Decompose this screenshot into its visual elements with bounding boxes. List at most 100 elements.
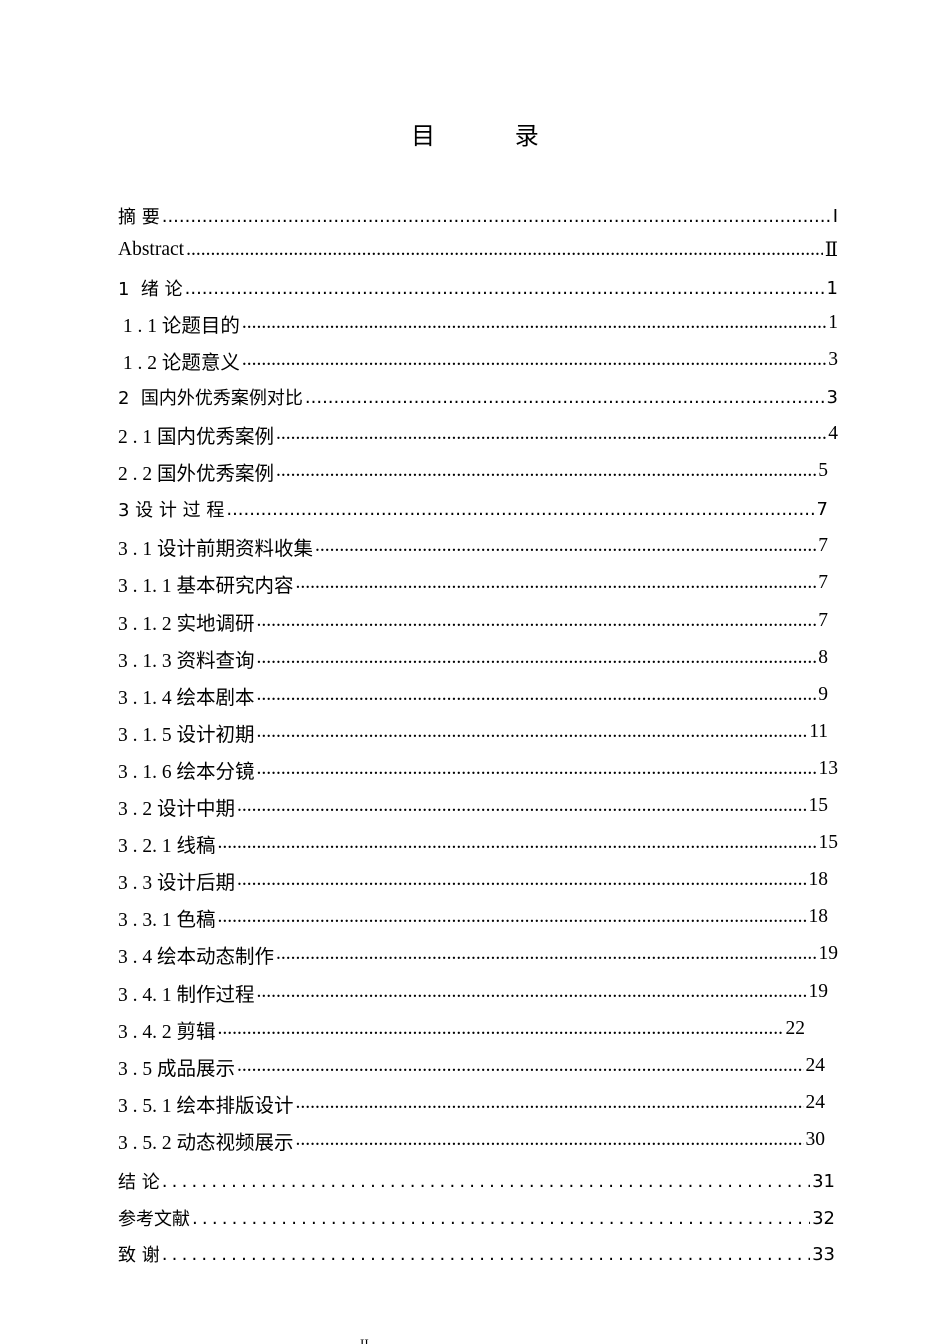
toc-entry-title: 3 . 1. 4 绘本剧本 <box>118 687 255 709</box>
leader-dots: ........................................… <box>237 1055 803 1076</box>
leader-dots: ........................................… <box>217 906 807 927</box>
toc-entry[interactable]: 3 . 1. 1 基本研究内容.........................… <box>118 568 828 598</box>
page-number: II <box>360 1336 369 1344</box>
toc-entry-title: 3 . 2 设计中期 <box>118 798 236 820</box>
toc-entry[interactable]: 2 . 1 国内优秀案例............................… <box>118 419 838 449</box>
toc-entry[interactable]: 3 . 3. 1 色稿.............................… <box>118 902 828 932</box>
toc-entry[interactable]: 3 . 2 设计中期..............................… <box>118 791 828 821</box>
toc-entry-title: 3 . 1. 5 设计初期 <box>118 724 255 746</box>
toc-entry-title: 参考文献 <box>118 1209 190 1230</box>
toc-entry-page: 7 <box>818 535 828 556</box>
toc-entry[interactable]: 2 国内外优秀案例对比.............................… <box>118 382 838 412</box>
toc-entry-page: Ⅱ <box>824 240 838 261</box>
toc-entry-title: 3 设 计 过 程 <box>118 500 225 521</box>
toc-entry-title: 1 绪 论 <box>118 279 183 300</box>
toc-entry-title: 结 论 <box>118 1172 160 1193</box>
toc-entry[interactable]: 3 . 5 成品展示..............................… <box>118 1051 825 1081</box>
leader-dots: ........................................… <box>295 572 817 593</box>
toc-entry-title: 3 . 1. 2 实地调研 <box>118 613 255 635</box>
toc-entry-title: 致 谢 <box>118 1245 160 1266</box>
toc-entry-page: 9 <box>818 684 828 705</box>
leader-dots: ........................................… <box>237 795 806 816</box>
toc-entry-page: 15 <box>808 795 829 816</box>
toc-entry[interactable]: 1 . 2 论题意义..............................… <box>118 345 838 375</box>
leader-dots: ........................................… <box>161 1170 810 1192</box>
toc-entry[interactable]: 1 绪 论...................................… <box>118 273 838 303</box>
toc-entry[interactable]: Abstract................................… <box>118 235 838 265</box>
toc-entry[interactable]: 3 . 1. 2 实地调研...........................… <box>118 606 828 636</box>
leader-dots: ........................................… <box>226 498 814 520</box>
toc-entry-title: 2 国内外优秀案例对比 <box>118 388 303 409</box>
leader-dots: ........................................… <box>217 832 817 853</box>
toc-entry-page: 24 <box>805 1055 826 1076</box>
toc-entry-page: 5 <box>818 460 828 481</box>
toc-entry-page: 30 <box>805 1129 826 1150</box>
leader-dots: ........................................… <box>256 610 817 631</box>
toc-entry-page: 3 <box>828 349 838 370</box>
toc-entry[interactable]: 1 . 1 论题目的..............................… <box>118 308 838 338</box>
toc-entry-title: 3 . 4. 2 剪辑 <box>118 1021 216 1043</box>
toc-entry-title: 3 . 4 绘本动态制作 <box>118 946 275 968</box>
toc-entry-title: 1 . 1 论题目的 <box>118 315 240 337</box>
toc-entry-title: 2 . 2 国外优秀案例 <box>118 463 275 485</box>
toc-entry-page: 7 <box>816 498 828 520</box>
toc-entry-title: 3 . 5. 2 动态视频展示 <box>118 1132 294 1154</box>
toc-entry[interactable]: 3 . 5. 2 动态视频展示.........................… <box>118 1125 825 1155</box>
toc-entry[interactable]: 3 . 4 绘本动态制作............................… <box>118 939 838 969</box>
toc-entry[interactable]: 3 . 1. 6 绘本分镜...........................… <box>118 754 838 784</box>
toc-entry-page: 31 <box>812 1170 835 1192</box>
toc-entry-title: 1 . 2 论题意义 <box>118 352 240 374</box>
toc-entry-title: 摘 要 <box>118 207 160 228</box>
leader-dots: ........................................… <box>276 423 826 444</box>
toc-entry-title: 3 . 3. 1 色稿 <box>118 909 216 931</box>
toc-entry-title: 3 . 1 设计前期资料收集 <box>118 538 314 560</box>
toc-entry-title: 2 . 1 国内优秀案例 <box>118 426 275 448</box>
toc-entry-title: 3 . 4. 1 制作过程 <box>118 984 255 1006</box>
leader-dots: ........................................… <box>276 460 817 481</box>
leader-dots: ........................................… <box>237 869 806 890</box>
leader-dots: ........................................… <box>161 205 831 227</box>
toc-entry[interactable]: 3 . 1. 4 绘本剧本...........................… <box>118 680 828 710</box>
toc-entry[interactable]: 3 . 1. 3 资料查询...........................… <box>118 643 828 673</box>
toc-entry-page: 11 <box>809 721 828 742</box>
toc-entry[interactable]: 3 . 1 设计前期资料收集..........................… <box>118 531 828 561</box>
leader-dots: ........................................… <box>295 1092 804 1113</box>
toc-entry[interactable]: 3 . 1. 5 设计初期...........................… <box>118 717 828 747</box>
toc-entry[interactable]: 2 . 2 国外优秀案例............................… <box>118 456 828 486</box>
leader-dots: ........................................… <box>256 721 808 742</box>
toc-entry[interactable]: 3 . 2. 1 线稿.............................… <box>118 828 838 858</box>
leader-dots: ........................................… <box>256 758 817 779</box>
leader-dots: ........................................… <box>276 943 817 964</box>
toc-entry[interactable]: 3 . 3 设计后期..............................… <box>118 865 828 895</box>
toc-entry-page: 4 <box>828 423 838 444</box>
toc-entry-page: 3 <box>826 386 838 408</box>
toc-entry-page: 18 <box>808 869 829 890</box>
leader-dots: ........................................… <box>192 1207 810 1229</box>
toc-entry-page: Ⅰ <box>832 205 838 227</box>
toc-entry[interactable]: 3 设 计 过 程...............................… <box>118 494 828 524</box>
toc-entry-page: 1 <box>828 312 838 333</box>
leader-dots: ........................................… <box>184 277 825 299</box>
toc-entry-title: 3 . 5 成品展示 <box>118 1058 236 1080</box>
toc-entry-page: 8 <box>818 647 828 668</box>
toc-entry[interactable]: 参考文献....................................… <box>118 1203 835 1233</box>
toc-entry-page: 7 <box>818 610 828 631</box>
toc-entry-page: 13 <box>818 758 839 779</box>
toc-entry[interactable]: 3 . 4. 1 制作过程...........................… <box>118 977 828 1007</box>
toc-entry-page: 32 <box>812 1207 835 1229</box>
leader-dots: ........................................… <box>256 981 807 1002</box>
toc-entry[interactable]: 结 论.....................................… <box>118 1166 835 1196</box>
toc-entry[interactable]: 3 . 4. 2 剪辑.............................… <box>118 1014 805 1044</box>
toc-entry-page: 33 <box>812 1243 835 1265</box>
page-title: 目 录 <box>411 122 575 150</box>
toc-entry-title: 3 . 5. 1 绘本排版设计 <box>118 1095 294 1117</box>
toc-entry-title: 3 . 1. 1 基本研究内容 <box>118 575 294 597</box>
toc-entry-title: 3 . 3 设计后期 <box>118 872 236 894</box>
toc-entry[interactable]: 摘 要.....................................… <box>118 201 838 231</box>
toc-entry-page: 24 <box>805 1092 826 1113</box>
leader-dots: ........................................… <box>295 1129 804 1150</box>
toc-entry[interactable]: 致 谢.....................................… <box>118 1239 835 1269</box>
toc-entry-title: 3 . 1. 6 绘本分镜 <box>118 761 255 783</box>
toc-entry[interactable]: 3 . 5. 1 绘本排版设计.........................… <box>118 1088 825 1118</box>
leader-dots: ........................................… <box>217 1018 784 1039</box>
